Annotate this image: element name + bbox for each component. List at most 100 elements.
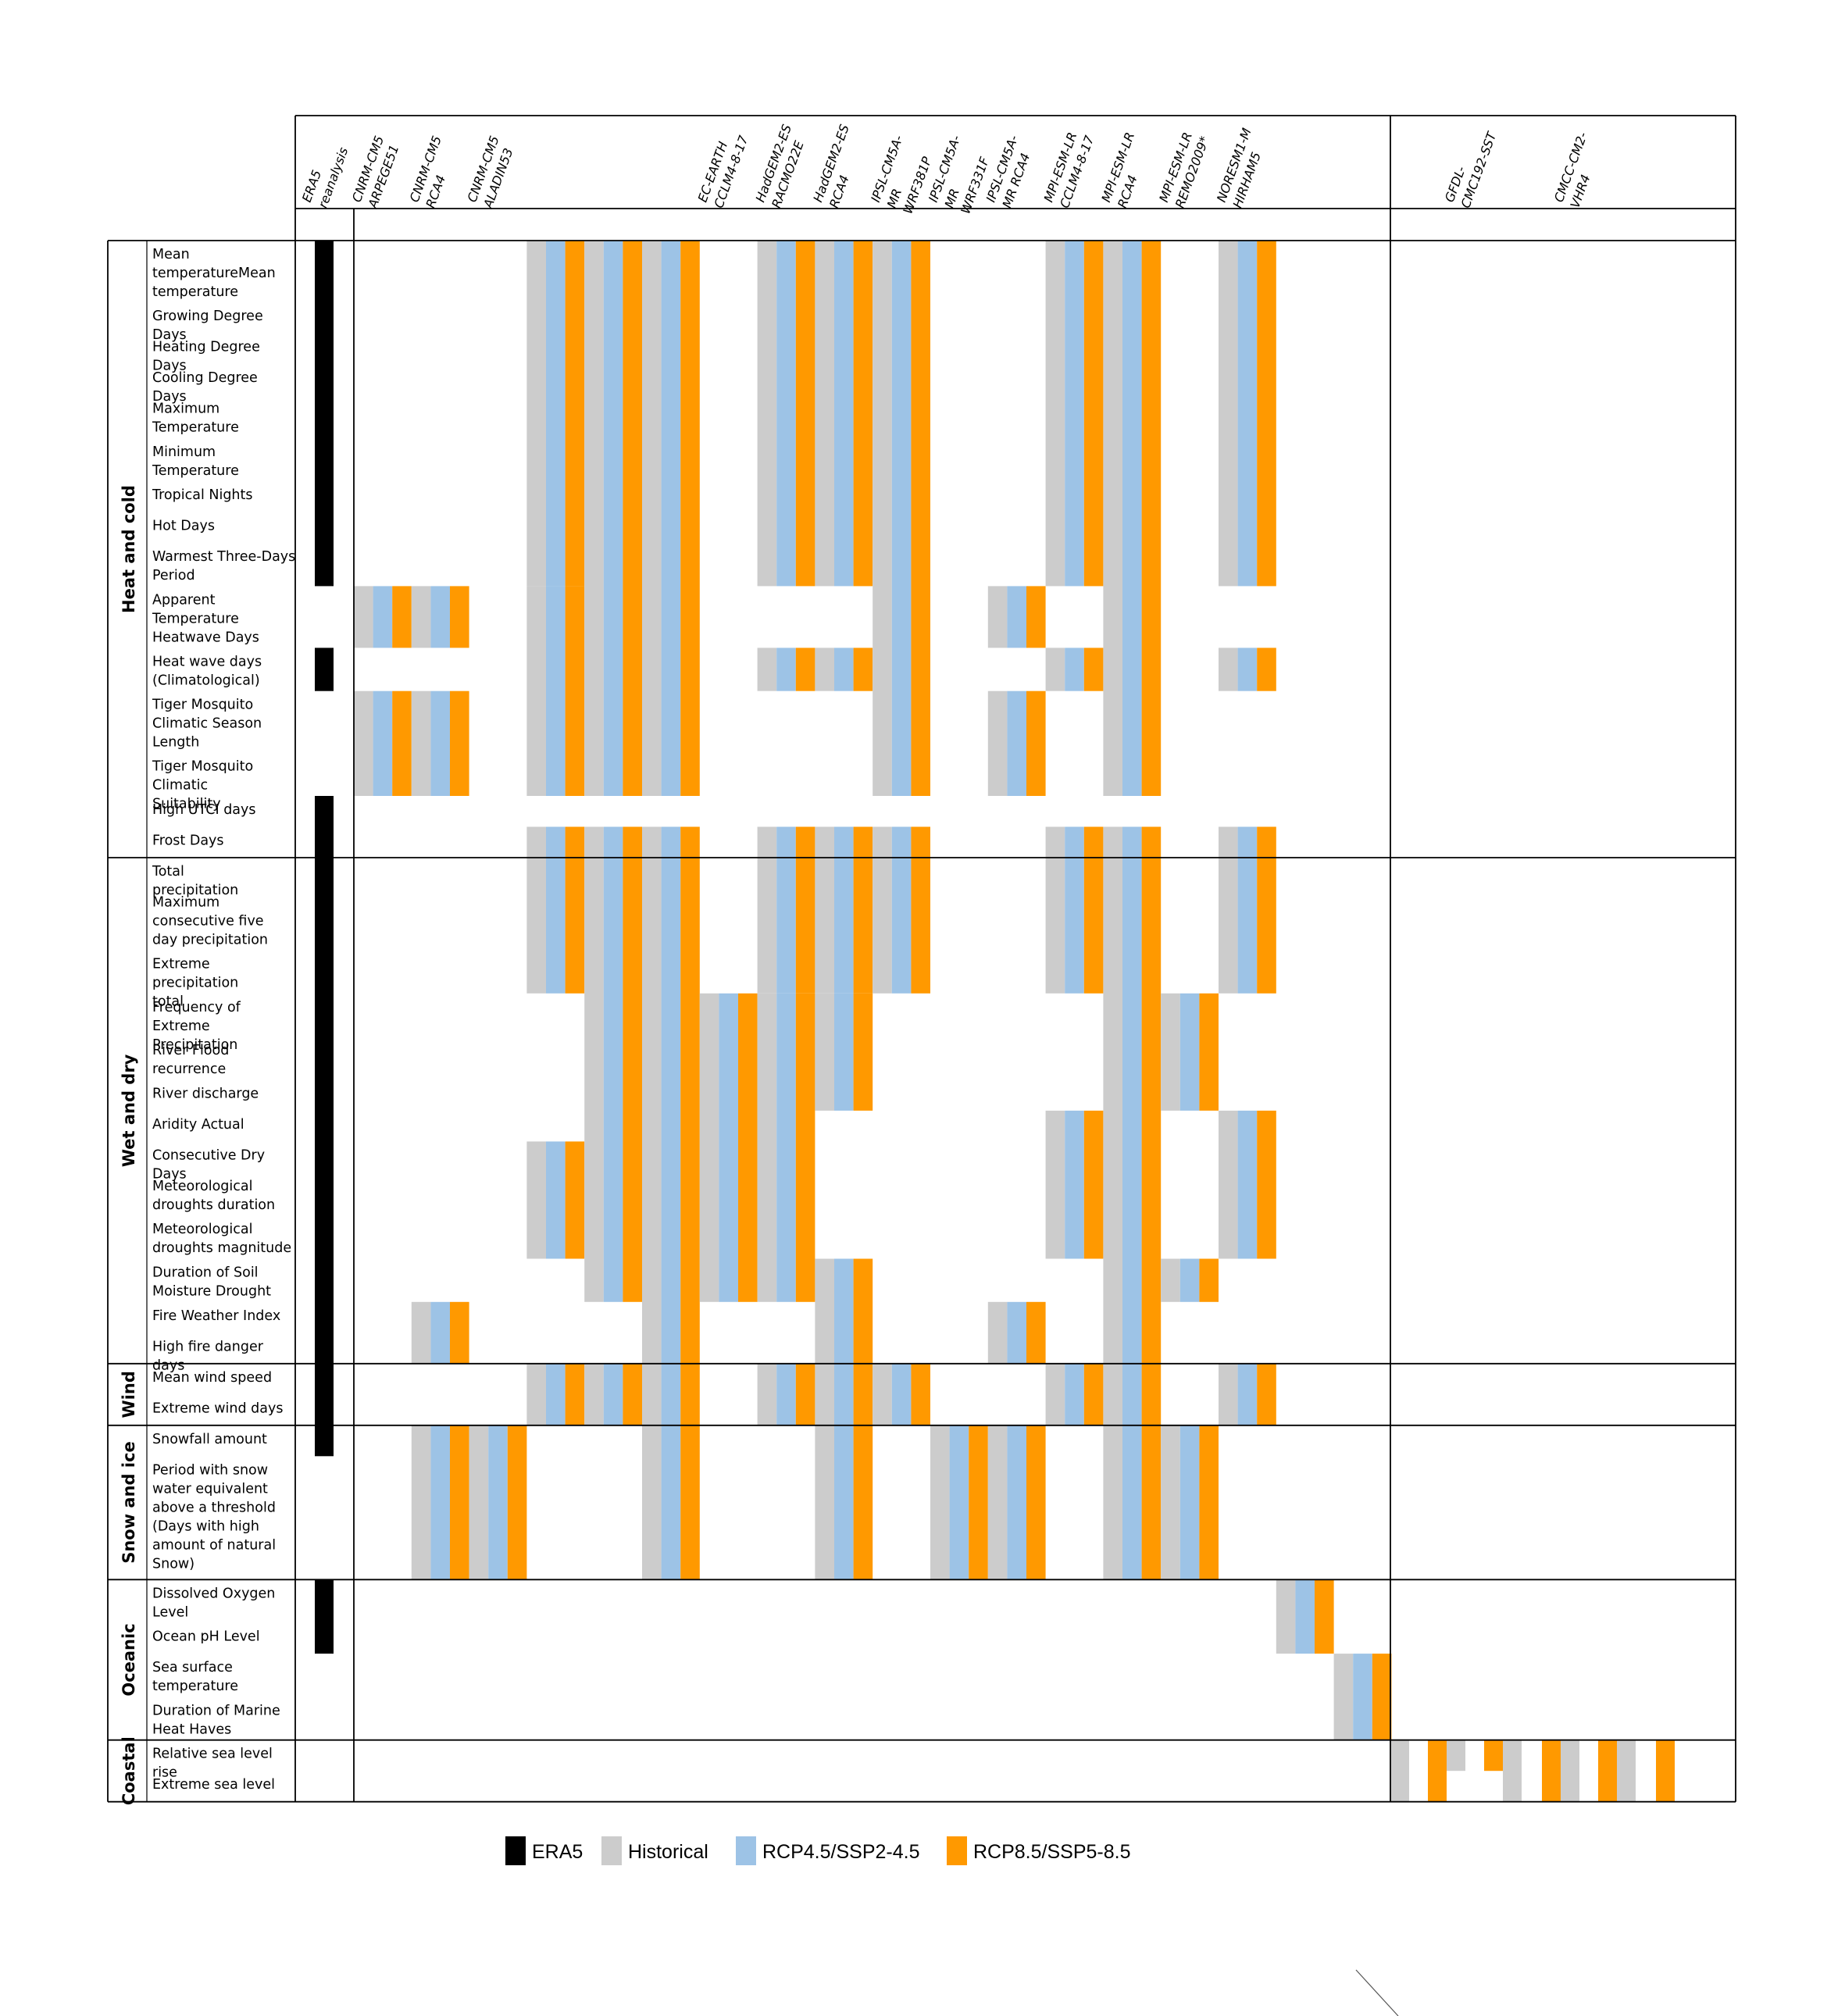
rcp85-cell [1026,586,1046,648]
indicator-label: Snowfall amount [152,1432,267,1447]
historical-cell [469,1425,489,1580]
rcp45-cell [1065,241,1084,587]
historical-cell [526,1141,546,1259]
historical-cell [1045,1110,1065,1259]
historical-cell [584,241,604,796]
rcp85-cell [450,586,469,648]
historical-cell [354,690,373,796]
legend-label: RCP4.5/SSP2-4.5 [762,1841,920,1863]
rcp85-cell [1257,1110,1276,1259]
indicator-label: Warmest Three-Days Period [152,549,295,583]
special-cells [1390,1739,1675,1802]
indicator-label: Meteorological droughts magnitude [152,1222,291,1256]
rcp85-cell [969,1425,988,1580]
coastal-cell [1561,1739,1579,1802]
era5-cell [315,241,334,587]
historical-cell [757,826,777,994]
rcp85-cell [1372,1654,1392,1740]
rcp45-cell [603,826,623,1302]
indicator-label: Hot Days [152,519,215,534]
indicator-label: Duration of Soil Moisture Drought [152,1265,271,1300]
historical-cell [1161,1258,1180,1302]
group-labels: Heat and cold Wet and dry Wind Snow and ice… [120,485,138,1805]
historical-cell [1219,826,1238,994]
era5-cell [315,796,334,1457]
rcp45-cell [1179,1425,1200,1580]
column-header: MPI-ESM-LRRCA4 [1098,130,1154,210]
rcp45-cell [1007,1301,1026,1364]
group-label: Snow and ice [120,1441,138,1564]
rcp85-cell [1026,1301,1046,1364]
rcp45-cell [1179,1258,1200,1302]
rcp45-cell [373,586,393,648]
historical-cell [1045,826,1065,994]
historical-cell [584,826,604,1302]
rcp45-cell [1007,1425,1026,1580]
indicator-label: Total precipitation [152,864,238,898]
group-label: Oceanic [120,1623,138,1696]
indicator-label: Extreme precipitation total [152,957,238,1010]
column-header: CNRM-CM5ARPEGE51 [349,134,403,211]
rcp85-cell [565,1363,585,1425]
column-header: HadGEM2-ESRACMO22E [753,123,811,210]
rcp45-cell [1007,586,1026,648]
indicator-label: Heat wave days (Climatological) [152,654,262,688]
historical-cell [584,1363,604,1425]
rcp85-cell [795,993,815,1302]
rcp85-cell [680,826,700,1425]
rcp85-cell [738,993,758,1302]
indicator-label: Tropical Nights [152,487,253,503]
rcp45-cell [1353,1654,1372,1740]
rcp45-cell [1122,1425,1142,1580]
historical-cell [757,648,777,691]
rcp85-cell [623,241,642,796]
coastal-cell [1656,1739,1675,1802]
indicator-label: Maximum consecutive five day precipitation [152,895,268,948]
rcp45-cell [834,241,854,587]
rcp85-cell [1257,648,1276,691]
indicator-label: Dissolved Oxygen Level [152,1586,275,1620]
rcp45-cell [603,1363,623,1425]
era5-cell [315,1579,334,1654]
historical-cell [1219,241,1238,587]
historical-cell [1219,648,1238,691]
rcp45-cell [776,648,796,691]
historical-cell [757,241,777,587]
column-header: HadGEM2-ESRCA4 [810,123,868,210]
rcp85-cell [911,1363,930,1425]
legend: ERA5 Historical RCP4.5/SSP2-4.5 RCP8.5/SSP5… [505,1836,1131,1865]
indicator-label: Duration of Marine Heat Haves [152,1703,280,1737]
historical-cell [873,241,892,796]
availability-cells [315,241,1392,1740]
rcp45-cell [891,241,912,796]
rcp85-cell [1083,648,1104,691]
historical-cell [815,826,834,994]
rcp45-cell [1237,648,1258,691]
group-label: Coastal [120,1736,138,1805]
rcp85-cell [1199,1258,1219,1302]
rcp85-cell [1083,1363,1104,1425]
indicator-label: Heating Degree Days [152,340,260,374]
historical-cell [526,1363,546,1425]
indicator-label: Cooling Degree Days [152,370,258,405]
rcp85-cell [1026,690,1046,796]
rcp45-cell [1179,993,1200,1111]
historical-cell [354,586,373,648]
indicator-label: Period with snow water equivalent above a … [152,1462,276,1572]
historical-cell [987,586,1008,648]
column-header: EC-EARTHCCLM4-8-17 [695,127,751,210]
rcp85-cell [1083,241,1104,587]
indicator-label: Ocean pH Level [152,1629,260,1645]
rcp45-cell [546,826,566,994]
historical-cell [873,826,892,994]
rcp85-cell [795,826,815,994]
rcp85-cell [623,1363,642,1425]
rcp45-cell [776,1363,796,1425]
coastal-cell [1390,1739,1409,1802]
rcp85-cell [565,241,585,587]
historical-cell [815,648,834,691]
indicator-label: Relative sea level rise [152,1747,273,1781]
indicator-label: Extreme sea level [152,1777,275,1793]
column-header: IPSL-CM5A-MR RCA4 [983,133,1037,210]
